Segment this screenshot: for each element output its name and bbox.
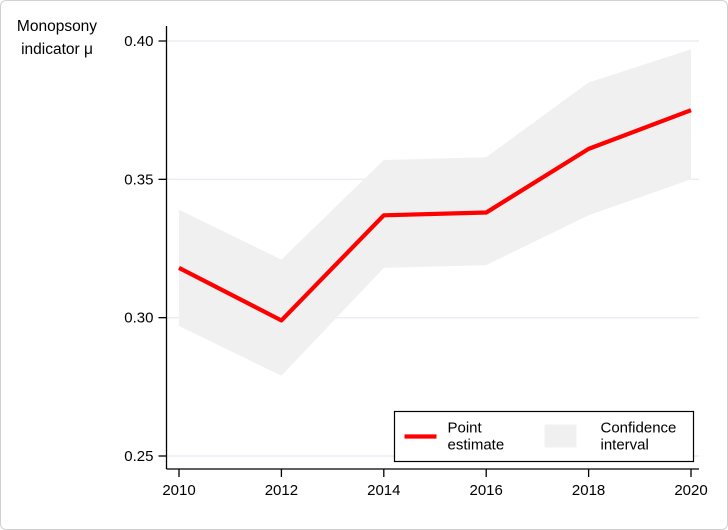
point-estimate-line [178,108,692,323]
legend-band-swatch [544,424,577,448]
legend-ci-label-line2: interval [601,437,649,454]
x-tick-label: 2016 [470,482,503,499]
y-tick-label: 0.30 [124,310,153,327]
x-tick-label: 2012 [265,482,298,499]
y-tick-label: 0.35 [124,171,153,188]
y-tick-label: 0.25 [124,448,153,465]
x-tick-label: 2018 [572,482,605,499]
x-tick-label: 2014 [367,482,400,499]
legend-point-label-line2: estimate [448,437,505,454]
legend-point-label-line1: Point [448,420,483,437]
x-tick-label: 2010 [162,482,195,499]
y-axis-title: Monopsony indicator μ [7,15,107,61]
y-tick-label: 0.40 [124,33,153,50]
legend-box [393,410,695,463]
y-axis-title-line1: Monopsony [16,18,98,35]
legend-ci-label-line1: Confidence [601,420,677,437]
y-axis-title-line2: indicator μ [21,41,93,58]
x-tick-label: 2020 [674,482,707,499]
